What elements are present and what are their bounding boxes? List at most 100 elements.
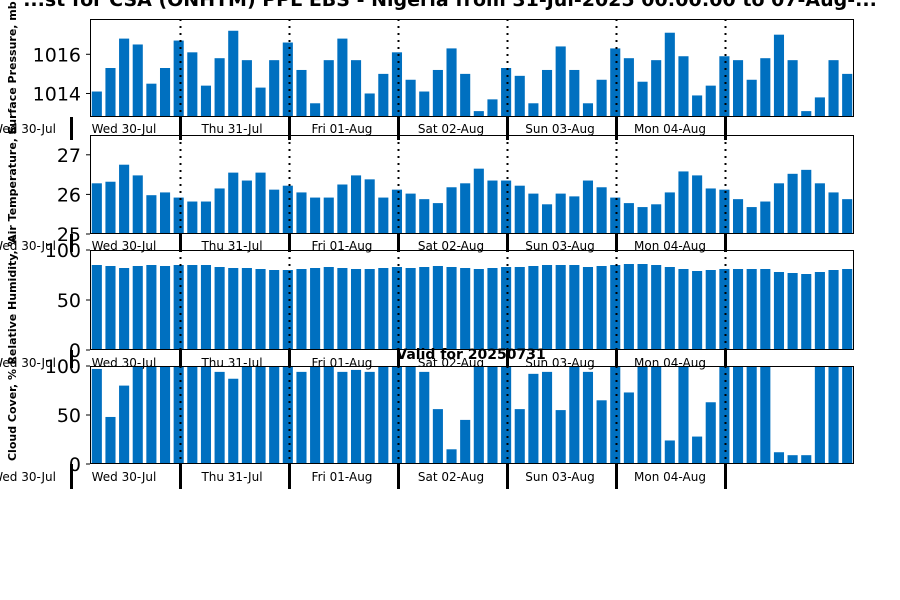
y-tick-label: 26 xyxy=(57,184,81,206)
bar xyxy=(596,187,607,234)
bar xyxy=(391,52,403,117)
bar xyxy=(405,79,416,117)
bar xyxy=(760,201,771,234)
bar xyxy=(787,173,798,234)
bar xyxy=(228,172,239,234)
bar xyxy=(159,266,171,350)
bar xyxy=(828,192,839,234)
day-label: Sat 02-Aug xyxy=(418,122,484,136)
bar xyxy=(569,69,580,117)
bar xyxy=(228,268,239,350)
bar xyxy=(760,366,771,464)
bar xyxy=(501,180,512,234)
bar xyxy=(501,366,512,464)
bar xyxy=(842,73,853,117)
bar xyxy=(460,183,471,234)
bar xyxy=(582,103,594,117)
chart-title: ...st for CSA (ONHTM) PPL EBS - Nigeria … xyxy=(23,0,877,11)
bar xyxy=(814,272,825,350)
bar xyxy=(610,48,621,117)
bar xyxy=(773,452,785,464)
bar xyxy=(432,69,443,117)
bar xyxy=(623,264,634,350)
bar xyxy=(473,168,484,234)
day-label: Wed 30-Jul xyxy=(0,122,56,136)
bar xyxy=(705,270,716,350)
bar xyxy=(746,79,757,117)
bar xyxy=(746,207,757,234)
bar xyxy=(541,371,553,464)
bar xyxy=(610,366,621,464)
bar xyxy=(350,269,362,350)
bar xyxy=(705,402,716,464)
bar xyxy=(364,371,375,464)
bar xyxy=(596,79,607,117)
bar xyxy=(91,265,102,350)
bar xyxy=(132,175,143,234)
bar xyxy=(200,366,212,464)
day-label: Thu 31-Jul xyxy=(200,470,262,484)
bar xyxy=(787,455,798,464)
bar xyxy=(746,366,757,464)
bar xyxy=(269,189,280,234)
day-label: Sun 03-Aug xyxy=(525,122,594,136)
plot-frame xyxy=(90,250,854,350)
day-label: Mon 04-Aug xyxy=(634,470,706,484)
bar xyxy=(296,371,307,464)
bar xyxy=(692,95,703,117)
bar xyxy=(487,268,498,350)
bar xyxy=(364,93,375,117)
bar xyxy=(828,366,839,464)
bar xyxy=(391,189,403,234)
bar xyxy=(705,188,716,234)
bar xyxy=(446,48,457,117)
bar xyxy=(678,269,689,350)
y-tick-label: 100 xyxy=(45,356,81,378)
bar xyxy=(828,270,839,350)
bar xyxy=(378,366,389,464)
day-label: Sun 03-Aug xyxy=(525,239,594,253)
bar xyxy=(255,269,266,350)
bar xyxy=(555,410,566,464)
bar xyxy=(105,68,116,117)
bar xyxy=(119,385,130,464)
bar xyxy=(269,366,280,464)
bar xyxy=(282,270,293,350)
bar xyxy=(105,181,116,234)
y-axis-label: Cloud Cover, % xyxy=(6,369,19,461)
bar xyxy=(214,267,225,350)
bar xyxy=(678,366,689,464)
bar xyxy=(432,203,443,234)
bar xyxy=(378,268,389,350)
bar xyxy=(91,368,102,464)
bar xyxy=(255,172,266,234)
bar xyxy=(337,38,348,117)
bar xyxy=(692,175,703,234)
bar xyxy=(350,60,362,117)
bar xyxy=(541,69,553,117)
y-tick-label: 50 xyxy=(57,290,81,312)
day-label: Mon 04-Aug xyxy=(634,122,706,136)
bar xyxy=(514,267,525,350)
bar xyxy=(187,52,198,117)
bar xyxy=(173,40,184,118)
bar xyxy=(214,188,225,234)
day-label: Wed 30-Jul xyxy=(92,239,157,253)
bar xyxy=(282,185,293,234)
bar xyxy=(173,197,184,234)
bar xyxy=(801,455,812,464)
bar xyxy=(501,267,512,350)
bar xyxy=(323,366,334,464)
bar xyxy=(582,267,594,350)
bar xyxy=(228,378,239,464)
bar xyxy=(323,197,334,234)
bar xyxy=(473,269,484,350)
bar xyxy=(569,196,580,234)
bar xyxy=(405,268,416,350)
bar xyxy=(159,366,171,464)
bar xyxy=(310,366,321,464)
bar xyxy=(241,268,252,350)
bar xyxy=(541,265,553,350)
